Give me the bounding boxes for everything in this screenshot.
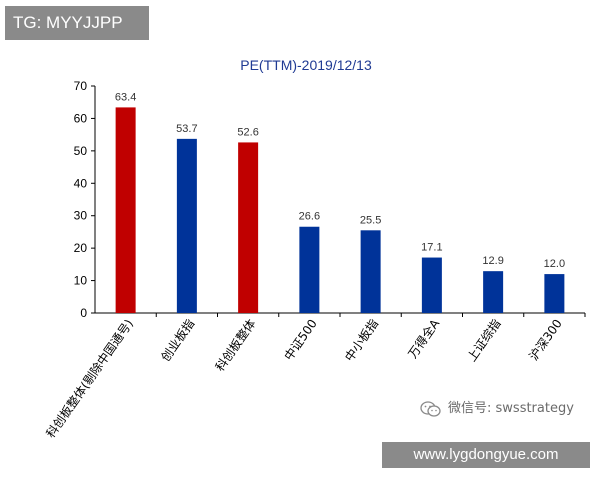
x-tick-label: 中小板指 [341, 316, 381, 364]
bar [115, 107, 136, 313]
website-url-label: www.lygdongyue.com [382, 442, 590, 468]
bars: 63.4 53.7 52.6 26.6 25.5 17.1 12.9 12.0 [115, 91, 565, 313]
x-tick-label: 万得全A [405, 315, 443, 360]
y-tick-label: 0 [80, 306, 87, 320]
bar-value-label: 52.6 [237, 126, 258, 138]
x-tick-label: 沪深300 [526, 317, 564, 363]
bar-value-label: 25.5 [360, 214, 381, 226]
y-tick-label: 60 [74, 111, 88, 125]
chart-title: PE(TTM)-2019/12/13 [240, 57, 372, 73]
bar [360, 230, 381, 313]
bar-value-label: 17.1 [421, 242, 442, 254]
bar [483, 271, 504, 313]
wechat-watermark: 微信号: swsstrategy [420, 398, 574, 420]
bar-value-label: 26.6 [299, 211, 320, 223]
wechat-icon [420, 400, 442, 418]
x-tick-label: 创业板指 [158, 316, 198, 364]
y-tick-label: 30 [74, 209, 88, 223]
y-tick-label: 40 [74, 176, 88, 190]
bar-value-label: 12.9 [482, 255, 503, 267]
bar [421, 257, 442, 313]
x-tick-label: 中证500 [281, 316, 320, 363]
bar-value-label: 12.0 [544, 258, 565, 270]
x-tick-label: 科创板整体(剔除中国通号) [43, 316, 136, 440]
watermark-text: 微信号: swsstrategy [448, 401, 574, 416]
y-tick-label: 70 [74, 79, 88, 93]
x-tick-label: 上证综指 [464, 316, 504, 364]
bar [544, 274, 565, 313]
y-tick-label: 20 [74, 241, 88, 255]
bar-value-label: 53.7 [176, 123, 197, 135]
tg-watermark-label: TG: MYYJJPP [5, 6, 149, 40]
bar [238, 142, 259, 313]
bar-value-label: 63.4 [115, 91, 136, 103]
y-tick-label: 10 [74, 274, 88, 288]
bar [299, 226, 320, 313]
x-tick-label: 科创板整体 [212, 316, 259, 374]
y-tick-label: 50 [74, 144, 88, 158]
bar [176, 138, 197, 313]
